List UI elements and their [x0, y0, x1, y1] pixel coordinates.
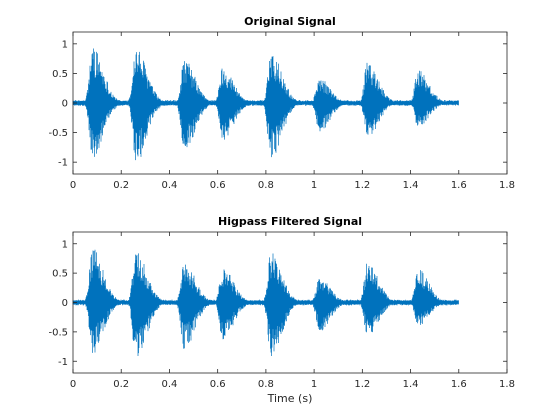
- x-tick-label: 1: [311, 379, 317, 390]
- x-tick-label: 1.2: [354, 379, 370, 390]
- x-tick-label: 1.8: [499, 180, 515, 191]
- y-tick-label: 1: [62, 39, 68, 50]
- x-tick-label: 0: [70, 180, 76, 191]
- plot-area: 0 0.2 0.4 0.6 0.8 1 1.2 1.4 1.6 1.8 1 0.5 0 -0.5 -1: [48, 31, 515, 191]
- x-tick-label: 1: [311, 180, 317, 191]
- x-tick-label: 0.8: [258, 379, 274, 390]
- y-tick-label: 0: [62, 298, 68, 309]
- x-tick-label: 1.2: [354, 180, 370, 191]
- x-axis-label: Time (s): [267, 392, 313, 405]
- y-tick-label: 0.5: [52, 69, 68, 80]
- chart-title: Higpass Filtered Signal: [218, 215, 362, 228]
- x-tick-label: 1.4: [403, 180, 419, 191]
- axes-highpass-filtered-signal: Higpass Filtered Signal 0 0.2 0.4 0.6 0.8 1 1.…: [48, 215, 514, 405]
- y-tick-label: -1: [58, 357, 68, 368]
- x-tick-label: 1.4: [403, 379, 419, 390]
- chart-title: Original Signal: [244, 15, 336, 28]
- y-tick-label: 1: [62, 239, 68, 250]
- x-tick-label: 0.2: [113, 180, 129, 191]
- x-tick-label: 0.4: [161, 180, 177, 191]
- plot-area: 0 0.2 0.4 0.6 0.8 1 1.2 1.4 1.6 1.8 1 0.5 0 -0.5 -1: [48, 231, 515, 390]
- y-tick-label: -0.5: [48, 327, 68, 338]
- y-tick-label: 0.5: [52, 269, 68, 280]
- y-tick-label: 0: [62, 99, 68, 110]
- y-tick-label: -0.5: [48, 128, 68, 139]
- axes-original-signal: Original Signal 0 0.2 0.4 0.6 0.8 1 1.2 1.4 1.6 1…: [48, 15, 514, 191]
- x-tick-label: 1.6: [451, 180, 467, 191]
- x-tick-label: 0.6: [210, 379, 226, 390]
- x-tick-label: 0.8: [258, 180, 274, 191]
- x-tick-label: 0: [70, 379, 76, 390]
- x-tick-label: 0.4: [161, 379, 177, 390]
- x-tick-label: 1.8: [499, 379, 515, 390]
- x-tick-label: 1.6: [451, 379, 467, 390]
- y-tick-label: -1: [58, 158, 68, 169]
- x-tick-label: 0.2: [113, 379, 129, 390]
- x-tick-label: 0.6: [210, 180, 226, 191]
